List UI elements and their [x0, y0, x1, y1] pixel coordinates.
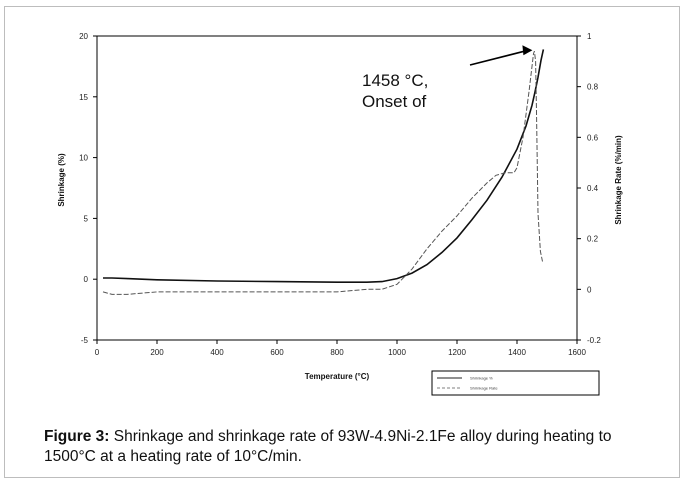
legend-box: [431, 370, 600, 396]
y2-tick-label: 0.8: [587, 83, 599, 92]
y2-tick-label: 1: [587, 32, 592, 41]
x-tick-label: 1000: [388, 348, 406, 357]
y2-tick-label: 0: [587, 285, 592, 294]
annotation-label-line1: 1458 °C,: [362, 71, 428, 90]
y2-tick-label: -0.2: [587, 336, 601, 345]
x-axis-label: Temperature (°C): [305, 372, 370, 381]
y-tick-label: 15: [79, 93, 88, 102]
series-line-shrinkage: [103, 49, 545, 283]
x-tick-label: 1400: [508, 348, 526, 357]
annotation-label-line2: Onset of: [362, 92, 427, 111]
y2-tick-label: 0.4: [587, 184, 599, 193]
y-tick-label: 0: [84, 275, 89, 284]
caption-label: Figure 3:: [44, 428, 110, 445]
x-tick-label: 400: [210, 348, 224, 357]
figure-frame: [4, 6, 680, 478]
series-line-shrinkage-rate: [102, 51, 543, 295]
y-tick-label: 5: [84, 214, 89, 223]
plot-frame: [96, 35, 578, 341]
y-axis-label: Shrinkage (%): [57, 153, 66, 207]
legend: Shrinkage % Shrinkage Rate: [431, 370, 600, 396]
y2-axis-label: Shrinkage Rate (%/min): [614, 135, 623, 225]
x-tick-label: 1200: [448, 348, 466, 357]
legend-entry-shrinkage: Shrinkage %: [470, 376, 493, 381]
x-tick-label: 800: [330, 348, 344, 357]
y2-tick-label: 0.2: [587, 235, 599, 244]
legend-entry-rate: Shrinkage Rate: [470, 386, 498, 391]
caption-text: Shrinkage and shrinkage rate of 93W-4.9N…: [44, 428, 612, 465]
y2-tick-label: 0.6: [587, 133, 599, 142]
y-tick-label: -5: [81, 336, 89, 345]
x-tick-label: 0: [95, 348, 100, 357]
y-tick-label: 10: [79, 154, 88, 163]
annotation-arrow-head: [522, 45, 533, 56]
x-tick-label: 600: [270, 348, 284, 357]
annotation-arrow-line: [469, 49, 529, 66]
x-tick-label: 200: [150, 348, 164, 357]
figure-caption: Figure 3: Shrinkage and shrinkage rate o…: [44, 427, 664, 467]
y-tick-label: 20: [79, 32, 88, 41]
x-tick-label: 1600: [568, 348, 586, 357]
